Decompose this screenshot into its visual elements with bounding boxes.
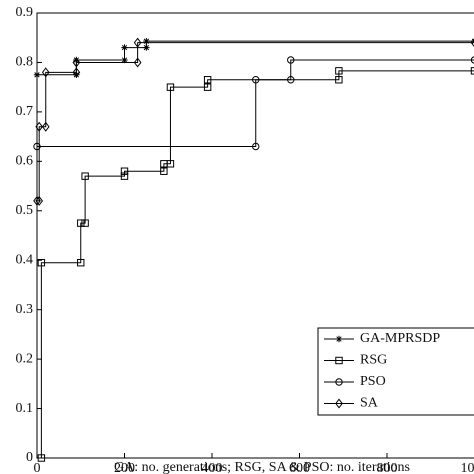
legend-box bbox=[317, 327, 474, 416]
marker bbox=[335, 67, 343, 75]
marker bbox=[73, 71, 80, 79]
x-tick-label: 400 bbox=[202, 461, 223, 474]
marker bbox=[121, 56, 128, 64]
marker bbox=[41, 67, 50, 78]
marker bbox=[252, 76, 260, 84]
y-tick-label: 0.1 bbox=[16, 401, 34, 416]
y-tick-label: 0.2 bbox=[16, 351, 34, 366]
series-line bbox=[40, 70, 474, 458]
marker bbox=[33, 142, 41, 151]
legend-marker bbox=[335, 335, 343, 343]
marker bbox=[160, 167, 168, 175]
legend-marker bbox=[335, 356, 343, 365]
marker bbox=[203, 76, 212, 84]
legend-label: SA bbox=[360, 396, 379, 411]
marker bbox=[72, 57, 81, 68]
y-tick-label: 0.5 bbox=[16, 203, 34, 218]
x-tick-label: 1000 bbox=[461, 461, 474, 474]
legend-marker bbox=[335, 378, 343, 386]
marker bbox=[33, 71, 41, 79]
marker bbox=[120, 167, 129, 175]
y-tick-label: 0.8 bbox=[16, 55, 34, 70]
marker bbox=[166, 160, 175, 168]
y-tick-label: 0.9 bbox=[16, 5, 34, 20]
marker bbox=[470, 67, 474, 75]
marker bbox=[35, 195, 44, 206]
x-tick-label: 0 bbox=[34, 461, 41, 474]
x-tick-label: 600 bbox=[289, 461, 310, 474]
marker bbox=[35, 121, 44, 132]
marker bbox=[77, 219, 85, 227]
marker bbox=[143, 44, 150, 51]
marker bbox=[287, 76, 295, 84]
marker bbox=[33, 195, 41, 206]
series-line bbox=[37, 59, 474, 147]
y-tick-label: 0.7 bbox=[16, 104, 34, 119]
marker bbox=[77, 258, 85, 267]
marker bbox=[120, 172, 129, 180]
legend-marker bbox=[335, 398, 343, 409]
marker bbox=[37, 454, 46, 462]
marker bbox=[335, 76, 343, 84]
y-tick-label: 0.3 bbox=[16, 302, 34, 317]
y-tick-label: 0.4 bbox=[16, 252, 34, 267]
marker bbox=[166, 83, 175, 91]
x-tick-label: 200 bbox=[114, 461, 135, 474]
marker bbox=[470, 38, 474, 48]
legend-label: GA-MPRSDP bbox=[360, 331, 440, 346]
y-tick-label: 0 bbox=[26, 450, 33, 465]
marker bbox=[73, 56, 80, 64]
marker bbox=[133, 57, 142, 68]
marker bbox=[41, 121, 50, 132]
marker bbox=[143, 37, 150, 45]
x-tick-label: 800 bbox=[377, 461, 398, 474]
marker bbox=[252, 142, 260, 151]
plot-frame bbox=[36, 12, 474, 459]
legend-label: PSO bbox=[360, 374, 386, 389]
x-axis-label: GA: no. generations; RSG, SA & PSO: no. … bbox=[114, 460, 410, 474]
marker bbox=[470, 56, 474, 64]
marker bbox=[81, 172, 89, 180]
legend-label: RSG bbox=[360, 353, 387, 368]
marker bbox=[72, 67, 81, 78]
series-line bbox=[37, 42, 474, 202]
marker bbox=[37, 258, 46, 267]
marker bbox=[133, 37, 142, 48]
marker bbox=[121, 44, 128, 51]
marker bbox=[203, 83, 212, 91]
y-tick-label: 0.6 bbox=[16, 154, 34, 169]
marker bbox=[81, 219, 89, 227]
series-line bbox=[37, 40, 474, 76]
marker bbox=[287, 56, 295, 64]
